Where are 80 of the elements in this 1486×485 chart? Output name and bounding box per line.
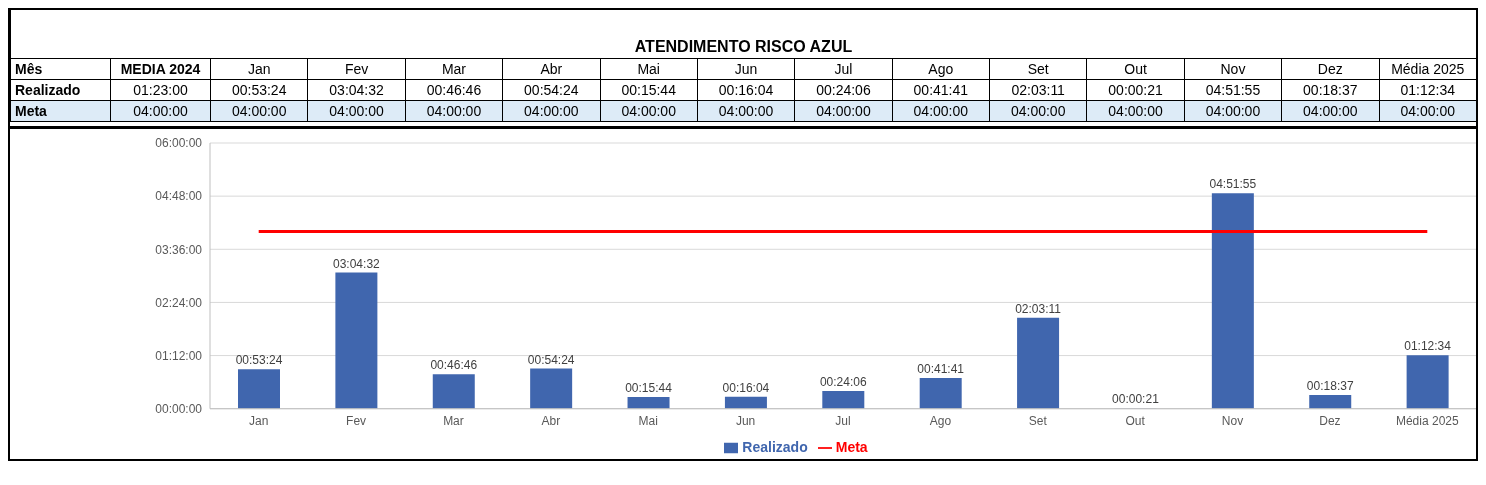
x-tick-label: Mar [443, 414, 464, 429]
data-label: 00:54:24 [502, 79, 600, 101]
chart-title: ATENDIMENTO RISCO AZUL [10, 10, 1477, 59]
text: 01:23:00 [110, 79, 211, 101]
y-tick-label: 06:00:00 [155, 136, 203, 151]
text: 00:18:37 [1306, 378, 1354, 393]
data-label: 00:41:41 [892, 79, 990, 101]
data-label: 04:00:00 [405, 100, 503, 122]
data-label: 00:00:21 [1086, 79, 1185, 101]
data-label: 00:24:06 [794, 79, 893, 101]
category-label: Mai [637, 61, 660, 77]
legend-label: Realizado [742, 438, 808, 455]
data-label: 04:00:00 [697, 100, 795, 122]
text: 00:00:21 [1112, 392, 1159, 407]
text: 03:04:32 [333, 256, 380, 271]
text: 00:16:04 [722, 380, 770, 395]
category-label: Nov [1220, 61, 1246, 77]
x-tick-label: Out [1125, 414, 1146, 429]
x-tick-label: Jul [835, 414, 851, 429]
y-tick-label: 03:36:00 [155, 242, 203, 257]
text: Realizado [15, 82, 81, 98]
text: 04:00:00 [110, 100, 211, 122]
data-label: 04:00:00 [1379, 100, 1477, 122]
category-label: Out [1124, 61, 1147, 77]
x-tick-label: Ago [929, 414, 952, 429]
data-label: 04:00:00 [600, 100, 698, 122]
category-label: Média 2025 [1391, 61, 1465, 77]
data-label: 04:00:00 [307, 100, 406, 122]
x-tick-label: Set [1028, 414, 1048, 429]
data-label: 00:16:04 [697, 79, 795, 101]
category-label: Mar [441, 61, 466, 77]
data-label: 04:00:00 [502, 100, 600, 122]
data-label: 04:51:55 [1184, 79, 1282, 101]
data-label: 03:04:32 [307, 79, 406, 101]
category-label: Fev [344, 61, 369, 77]
category-label: Jun [734, 61, 758, 77]
text: 04:51:55 [1209, 177, 1257, 192]
data-label: 00:15:44 [600, 79, 698, 101]
x-tick-label: Média 2025 [1395, 414, 1459, 429]
text: 01:12:34 [1404, 339, 1451, 354]
data-label: 04:00:00 [989, 100, 1087, 122]
category-label: Ago [928, 61, 954, 77]
category-label: Set [1027, 61, 1049, 77]
text: 00:24:06 [819, 374, 867, 389]
text: Mês [10, 58, 111, 80]
data-label: 04:00:00 [892, 100, 990, 122]
data-label: 02:03:11 [989, 79, 1087, 101]
category-label: Jul [834, 61, 853, 77]
data-label: 00:18:37 [1281, 79, 1379, 101]
data-label: 04:00:00 [1184, 100, 1282, 122]
x-tick-label: Jan [249, 414, 269, 429]
text: Meta [15, 103, 47, 119]
data-label: 04:00:00 [1086, 100, 1185, 122]
data-label: 00:53:24 [210, 79, 308, 101]
category-label: Abr [540, 61, 563, 77]
data-label: 01:12:34 [1379, 79, 1477, 101]
y-tick-label: 04:48:00 [155, 189, 203, 204]
data-label: 04:00:00 [794, 100, 893, 122]
x-tick-label: Fev [346, 414, 367, 429]
text: 00:54:24 [527, 352, 575, 367]
text: 02:03:11 [1015, 301, 1061, 316]
x-tick-label: Nov [1221, 414, 1244, 429]
y-tick-label: 02:24:00 [155, 295, 203, 310]
text: 00:15:44 [625, 381, 672, 396]
data-label: 04:00:00 [210, 100, 308, 122]
category-label: Jan [247, 61, 271, 77]
category-label: Dez [1317, 61, 1343, 77]
legend-label: Meta [835, 438, 868, 455]
data-label: 00:46:46 [405, 79, 503, 101]
y-tick-label: 00:00:00 [155, 401, 203, 416]
x-tick-label: Jun [735, 414, 756, 429]
text: MEDIA 2024 [110, 58, 211, 80]
text: 00:46:46 [430, 358, 478, 373]
y-tick-label: 01:12:00 [155, 348, 203, 363]
x-tick-label: Mai [638, 414, 658, 429]
text: 00:53:24 [235, 353, 283, 368]
x-tick-label: Dez [1319, 414, 1341, 429]
x-tick-label: Abr [541, 414, 561, 429]
data-label: 04:00:00 [1281, 100, 1379, 122]
text: 00:41:41 [917, 361, 965, 376]
